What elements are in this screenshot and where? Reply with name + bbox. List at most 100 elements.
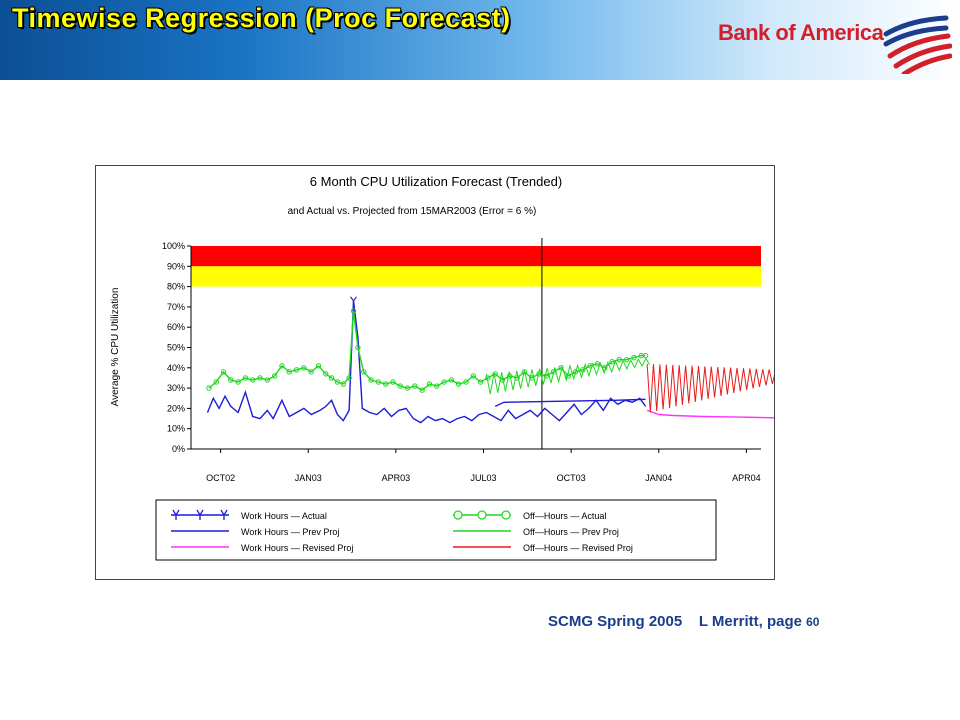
title-band [0,0,960,80]
point-off-hours-actual [412,383,418,389]
legend-marker [477,510,487,520]
point-off-hours-actual [323,371,329,377]
point-off-hours-actual [257,375,263,381]
legend-marker [196,509,204,520]
point-off-hours-actual [397,383,403,389]
point-off-hours-actual [361,369,367,375]
point-off-hours-actual [477,379,484,385]
y-tick-label: 80% [167,282,185,292]
point-off-hours-actual [228,377,234,383]
zone-red [191,246,761,267]
point-off-hours-actual [492,371,498,377]
series-work-hours-revised-proj [646,409,774,419]
chart-frame: 6 Month CPU Utilization Forecast (Trende… [95,165,775,580]
y-axis-label: Average % CPU Utilization [110,288,121,407]
x-tick-label: APR03 [382,473,411,483]
point-off-hours-actual [390,379,396,385]
series-off-hours-revised-proj [646,363,774,413]
plot-area: 0% 10% 20% 30% 40% 50% 60% 70% 80% 90% 100% OCT02 JA… [162,238,774,483]
point-off-hours-actual [521,369,528,375]
slide-title: Timewise Regression (Proc Forecast) [12,3,511,33]
y-tick-label: 100% [162,241,185,251]
point-off-hours-actual [463,379,469,385]
point-off-hours-actual [328,375,335,381]
x-tick-label: OCT03 [557,473,586,483]
series-off-hours-actual [208,310,646,391]
series-work-hours-actual [206,300,647,424]
point-off-hours-actual [631,354,637,361]
point-off-hours-actual [346,375,352,381]
point-off-hours-actual [213,379,219,385]
point-off-hours-actual [279,363,285,369]
page-number: 60 [806,615,820,629]
legend-marker [453,510,463,520]
x-tick-label: APR04 [732,473,761,483]
point-off-hours-actual [242,375,249,381]
y-tick-label: 40% [167,363,185,373]
y-tick-label: 10% [167,424,185,434]
legend-label: Work Hours — Prev Proj [241,527,339,537]
point-off-hours-actual [441,379,447,385]
y-tick-label: 50% [167,343,185,353]
point-off-hours-actual [206,385,212,391]
y-tick-label: 70% [167,302,185,312]
point-off-hours-actual [264,377,271,383]
point-off-hours-actual [642,352,649,359]
footer-author: L Merritt, page [698,613,802,630]
legend-box [155,499,717,561]
point-off-hours-actual [368,377,374,383]
series-work-hours-prev-proj [494,398,646,408]
legend-label: Off—Hours — Revised Proj [523,543,633,553]
y-tick-label: 30% [167,383,185,393]
point-off-hours-actual [315,363,322,369]
chart-title: 6 Month CPU Utilization Forecast (Trende… [310,174,562,189]
point-off-hours-actual [308,369,314,375]
point-off-hours-actual [293,367,300,373]
point-off-hours-actual [355,344,361,351]
point-off-hours-actual [271,373,278,379]
series-off-hours-prev-proj [485,357,651,395]
point-off-hours-actual [334,379,341,385]
legend: Work Hours — Actual Off—Hours — Actual Wor… [155,499,717,561]
point-off-hours-actual [419,387,425,393]
point-off-hours-actual [375,379,382,385]
zone-yellow [191,266,761,287]
point-off-hours-actual [616,356,623,363]
legend-marker [172,509,180,520]
flag-icon [883,15,952,74]
legend-label: Off—Hours — Actual [523,511,606,521]
x-tick-label: JUL03 [470,473,496,483]
legend-label: Work Hours — Actual [241,511,327,521]
point-off-hours-actual [455,381,462,387]
point-off-hours-actual [434,383,440,389]
footer: SCMG Spring 2005 L Merritt, page 60 [548,613,819,630]
y-tick-label: 20% [167,403,185,413]
legend-marker [220,509,228,520]
chart-subtitle: and Actual vs. Projected from 15MAR2003 … [288,206,537,217]
legend-label: Work Hours — Revised Proj [241,543,353,553]
point-off-hours-actual [623,356,630,363]
point-off-hours-actual [426,381,433,387]
legend-marker [501,510,511,520]
point-off-hours-actual [382,381,389,387]
cpu-forecast-chart: 6 Month CPU Utilization Forecast (Trende… [110,174,774,561]
footer-event: SCMG Spring 2005 [548,613,683,630]
point-off-hours-actual [250,377,256,383]
point-off-hours-actual [340,381,346,387]
x-tick-label: JAN04 [645,473,672,483]
point-off-hours-actual [470,373,476,379]
point-off-hours-actual [404,385,411,391]
point-off-hours-actual [448,377,455,383]
point-off-hours-actual [609,359,615,365]
brand-logo: Bank of America [718,6,958,76]
point-off-hours-actual [301,365,307,371]
point-work-hours-actual [350,296,357,305]
point-off-hours-actual [350,308,357,314]
point-off-hours-actual [514,375,520,381]
x-tick-label: OCT02 [206,473,235,483]
point-off-hours-actual [220,369,227,375]
y-tick-label: 90% [167,261,185,271]
y-tick-label: 60% [167,322,185,332]
point-off-hours-actual [235,379,241,385]
point-off-hours-actual [286,369,292,375]
